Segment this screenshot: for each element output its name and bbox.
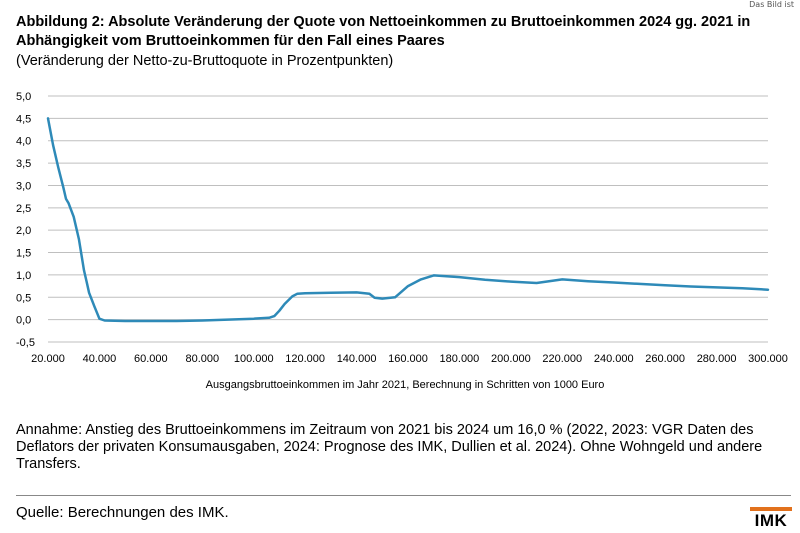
imk-logo: IMK	[750, 507, 792, 530]
x-tick-label: 40.000	[83, 353, 117, 365]
logo-accent-bar	[750, 507, 792, 511]
x-tick-label: 20.000	[31, 353, 65, 365]
x-axis-label: Ausgangsbruttoeinkommen im Jahr 2021, Be…	[205, 379, 605, 391]
x-axis: 20.000 40.000 60.000 80.000 100.000 120.000 14…	[31, 353, 788, 365]
source-text: Quelle: Berechnungen des IMK.	[16, 504, 229, 521]
chart-subtitle: (Veränderung der Netto-zu-Bruttoquote in…	[16, 53, 394, 69]
logo-text: IMK	[754, 511, 788, 530]
x-tick-label: 80.000	[185, 353, 219, 365]
x-tick-label: 220.000	[542, 353, 582, 365]
chart-title: Abbildung 2: Absolute Veränderung der Qu…	[16, 14, 751, 49]
y-tick-label: 3,5	[16, 158, 31, 170]
series-line	[46, 117, 770, 323]
y-tick-label: 5,0	[16, 91, 31, 103]
y-tick-label: 1,5	[16, 248, 31, 260]
y-tick-label: 4,0	[16, 136, 31, 148]
grid-lines	[48, 95, 768, 343]
x-tick-label: 260.000	[645, 353, 685, 365]
y-tick-label: 0,5	[16, 292, 31, 304]
y-tick-label: -0,5	[16, 337, 35, 349]
y-tick-label: 0,0	[16, 315, 31, 327]
x-tick-label: 280.000	[697, 353, 737, 365]
x-tick-label: 160.000	[388, 353, 428, 365]
x-tick-label: 300.000	[748, 353, 788, 365]
series-group	[46, 117, 770, 323]
x-tick-label: 60.000	[134, 353, 168, 365]
y-axis: 5,0 4,5 4,0 3,5 3,0 2,5 2,0 1,5 1,0 0,5 0,0 -0,5	[16, 91, 35, 349]
x-tick-label: 240.000	[594, 353, 634, 365]
corner-mark: Das Bild ist	[749, 0, 794, 9]
x-tick-label: 180.000	[440, 353, 480, 365]
divider	[16, 495, 791, 496]
y-tick-label: 1,0	[16, 270, 31, 282]
x-tick-label: 100.000	[234, 353, 274, 365]
y-tick-label: 3,0	[16, 180, 31, 192]
line-chart: 5,0 4,5 4,0 3,5 3,0 2,5 2,0 1,5 1,0 0,5 0,0 -0,5 20…	[16, 91, 788, 365]
y-tick-label: 2,5	[16, 203, 31, 215]
x-tick-label: 140.000	[337, 353, 377, 365]
assumption-note: Annahme: Anstieg des Bruttoeinkommens im…	[16, 422, 763, 472]
y-tick-label: 4,5	[16, 113, 31, 125]
x-tick-label: 200.000	[491, 353, 531, 365]
y-tick-label: 2,0	[16, 225, 31, 237]
x-tick-label: 120.000	[285, 353, 325, 365]
